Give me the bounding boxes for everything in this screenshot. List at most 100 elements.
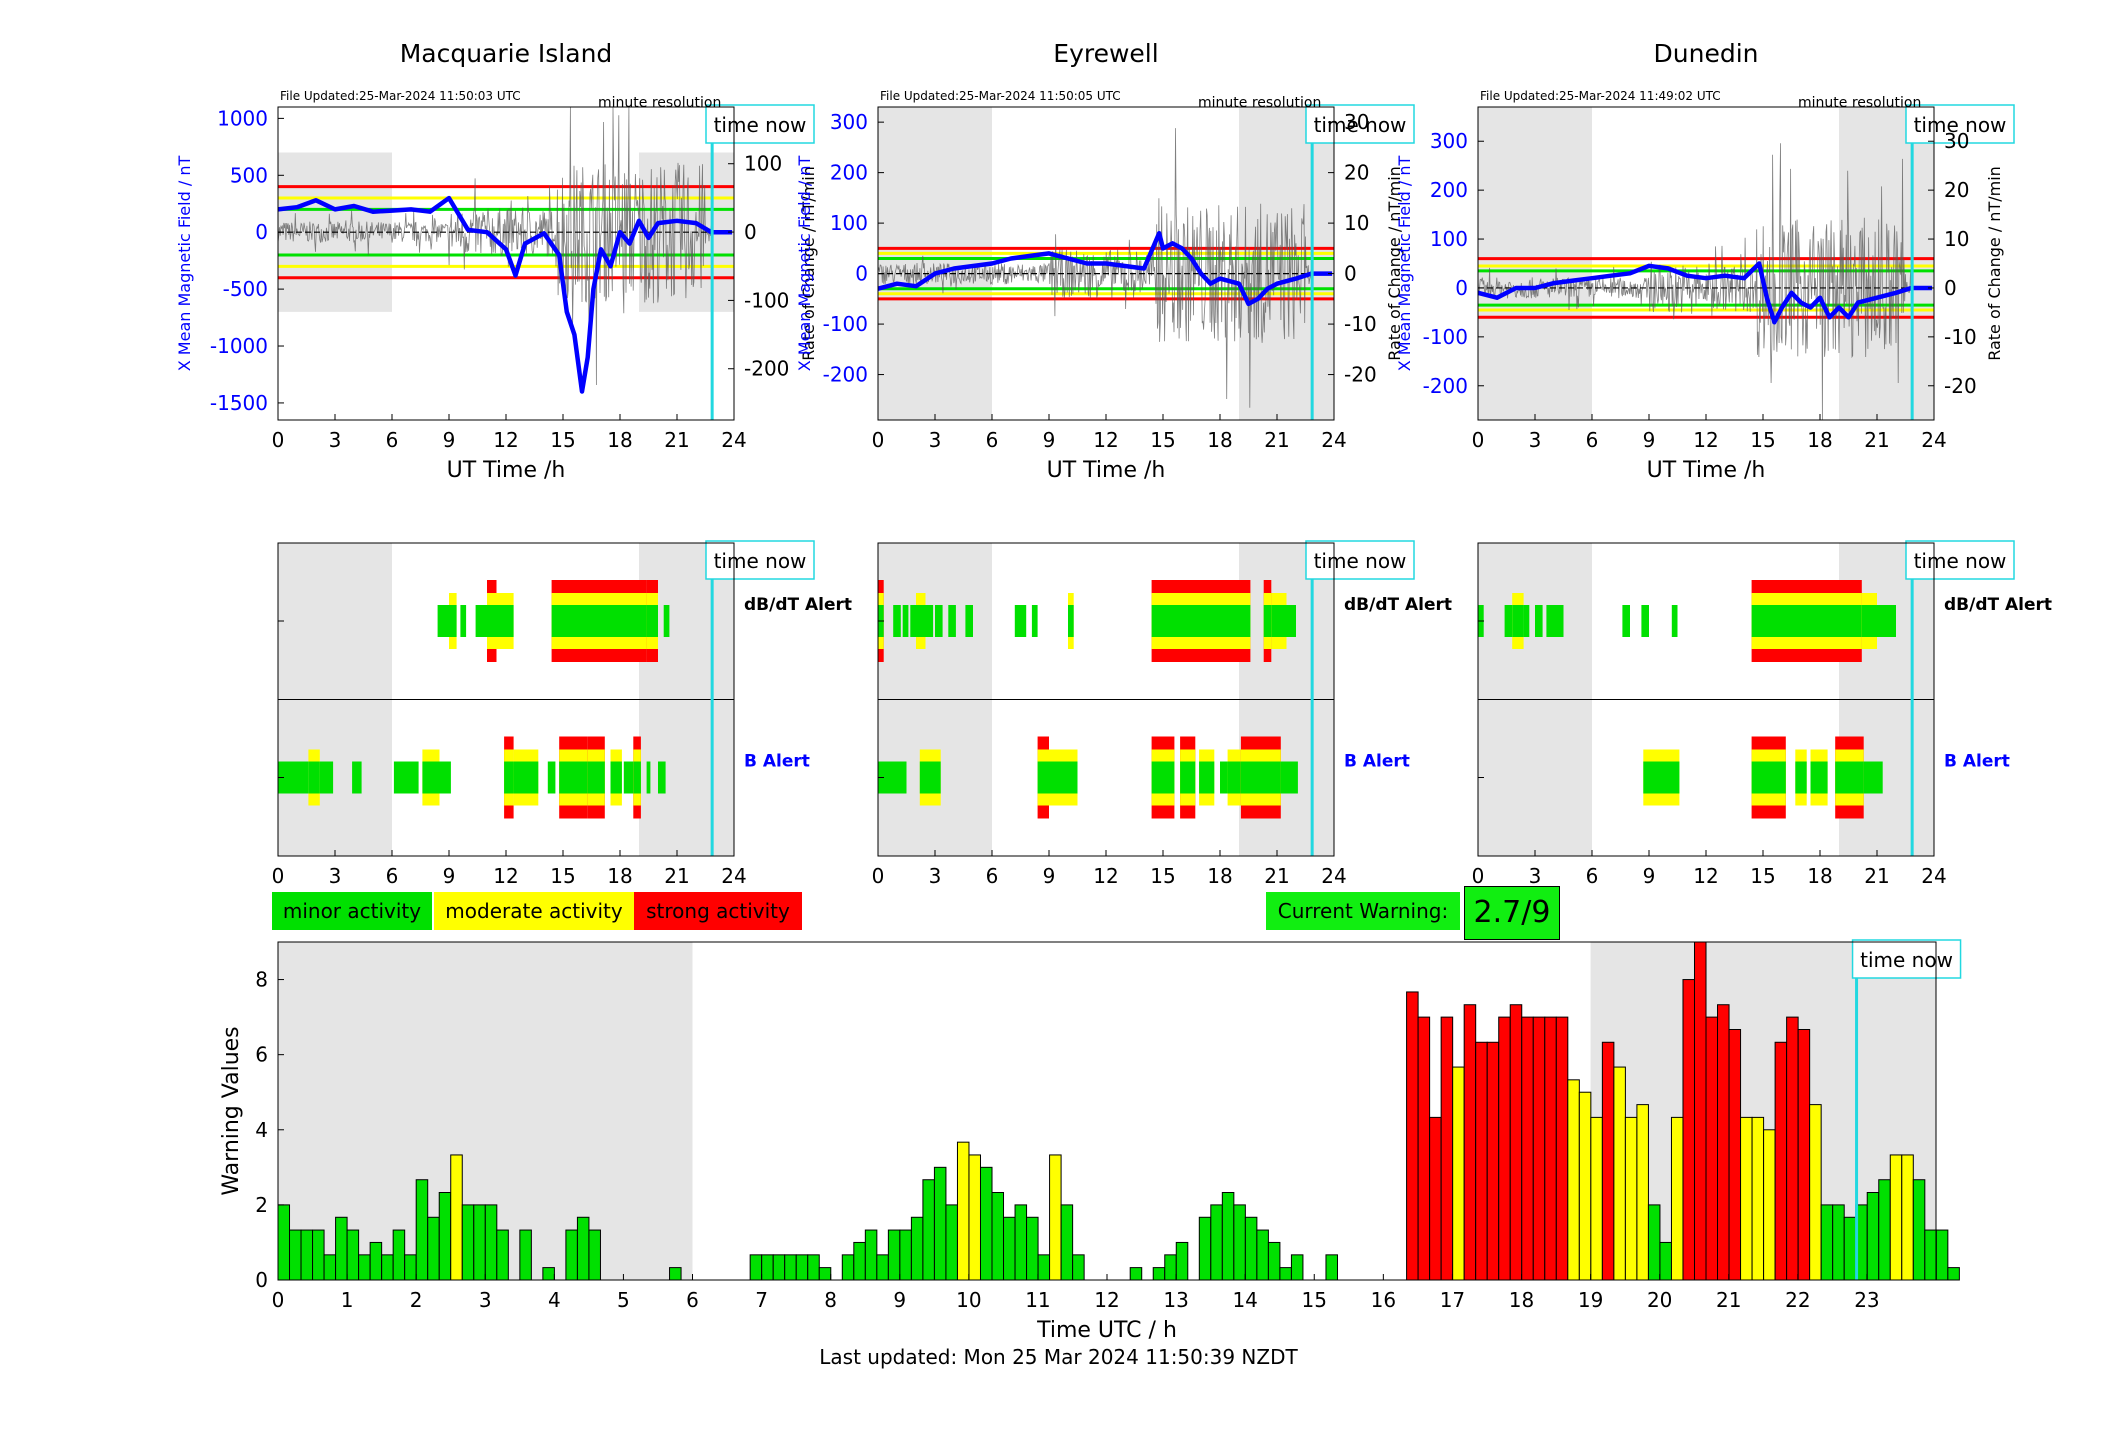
b-segment-minor xyxy=(559,761,588,794)
current-warning-number: 2.7/9 xyxy=(1473,895,1551,930)
b-segment-minor xyxy=(633,761,641,794)
warning-bar xyxy=(1003,1216,1016,1281)
b-segment-minor xyxy=(587,761,605,794)
time-now-box xyxy=(1905,540,2015,580)
x-tick-label: 18 xyxy=(1807,864,1832,888)
x-tick-label: 3 xyxy=(329,864,342,888)
warning-bar xyxy=(818,1267,832,1281)
x-tick-label: 6 xyxy=(986,428,999,452)
time-now-label: time now xyxy=(1914,549,2007,573)
mag-panel-dunedin: time now Dunedin File Updated:25-Mar-2024 … xyxy=(1395,39,2015,483)
dbdt-segment-minor xyxy=(1861,605,1877,637)
warning-bar xyxy=(1452,1066,1465,1281)
y-axis-label-right: Rate of Change / nT/min xyxy=(799,166,818,361)
x-tick-label: 21 xyxy=(1264,428,1289,452)
x-tick-label: 0 xyxy=(1472,864,1485,888)
b-segment-minor xyxy=(1220,761,1228,794)
dbdt-segment-minor xyxy=(1546,605,1564,637)
b-segment-minor xyxy=(1751,761,1786,794)
x-tick-label: 18 xyxy=(1807,428,1832,452)
y-tick-label-right: -100 xyxy=(744,288,789,312)
x-tick-label: 5 xyxy=(617,1288,630,1312)
resolution-text: minute resolution xyxy=(1798,95,1921,111)
warning-bar xyxy=(335,1216,348,1281)
warning-bar xyxy=(1049,1154,1062,1281)
warning-bar xyxy=(749,1254,763,1281)
x-tick-label: 15 xyxy=(1302,1288,1327,1312)
y-tick-label-right: 10 xyxy=(1344,211,1369,235)
warning-bar xyxy=(933,1166,947,1281)
b-segment-minor xyxy=(547,761,556,794)
b-segment-minor xyxy=(319,761,334,794)
x-tick-label: 0 xyxy=(272,428,285,452)
dbdt-alert-label: dB/dT Alert xyxy=(744,595,852,615)
warning-bar xyxy=(519,1229,532,1281)
y-tick-label-left: 1000 xyxy=(217,106,268,130)
x-tick-label: 21 xyxy=(664,864,689,888)
warning-bar xyxy=(542,1267,555,1281)
y-tick-label: 8 xyxy=(255,968,268,992)
warning-bar xyxy=(1901,1154,1914,1281)
x-tick-label: 12 xyxy=(1693,864,1718,888)
y-tick-label-left: 0 xyxy=(855,262,868,286)
warning-bar xyxy=(1878,1179,1891,1281)
dbdt-segment-minor xyxy=(1671,605,1678,637)
y-tick-label-right: 20 xyxy=(1944,178,1969,202)
x-tick-label: 0 xyxy=(272,1288,285,1312)
warning-bar xyxy=(427,1216,440,1281)
y-axis-label-left: X Mean Magnetic Field / nT xyxy=(795,156,814,372)
dbdt-alert-label: dB/dT Alert xyxy=(1344,595,1452,615)
x-tick-label: 6 xyxy=(986,864,999,888)
b-segment-minor xyxy=(1049,761,1078,794)
legend-minor-label: minor activity xyxy=(282,899,422,923)
x-tick-label: 13 xyxy=(1163,1288,1188,1312)
y-tick-label-right: 30 xyxy=(1944,129,1969,153)
b-segment-minor xyxy=(1199,761,1215,794)
b-segment-minor xyxy=(1280,761,1298,794)
y-tick-label-left: 500 xyxy=(230,163,268,187)
warning-bar xyxy=(346,1229,360,1281)
x-tick-label: 6 xyxy=(1586,428,1599,452)
y-tick-label-right: 100 xyxy=(744,152,782,176)
b-segment-minor xyxy=(422,761,440,794)
y-tick-label-left: 300 xyxy=(1430,129,1468,153)
y-tick-label-right: 30 xyxy=(1344,110,1369,134)
x-mean-field-line xyxy=(277,195,733,394)
x-tick-label: 3 xyxy=(1529,864,1542,888)
warning-bar xyxy=(300,1229,314,1281)
x-tick-label: 22 xyxy=(1785,1288,1810,1312)
y-tick-label-right: -20 xyxy=(1944,374,1977,398)
y-axis-label-left: X Mean Magnetic Field / nT xyxy=(1395,156,1414,372)
x-tick-label: 15 xyxy=(1750,864,1775,888)
time-now-box xyxy=(1305,540,1415,580)
warning-bar xyxy=(1889,1154,1903,1281)
y-tick-label-left: 100 xyxy=(830,211,868,235)
legend-moderate: moderate activity xyxy=(434,892,634,930)
b-segment-minor xyxy=(352,761,362,794)
file-updated-text: File Updated:25-Mar-2024 11:50:03 UTC xyxy=(280,89,521,103)
x-tick-label: 15 xyxy=(1150,864,1175,888)
x-mean-field-line xyxy=(877,230,1333,307)
warning-bar xyxy=(922,1179,935,1281)
time-now-box xyxy=(705,104,815,144)
warning-bar xyxy=(1210,1204,1223,1281)
x-tick-label: 21 xyxy=(1864,428,1889,452)
x-tick-label: 21 xyxy=(1264,864,1289,888)
x-tick-label: 9 xyxy=(443,864,456,888)
warning-bar xyxy=(1463,1004,1477,1281)
warning-bar xyxy=(864,1229,878,1281)
resolution-text: minute resolution xyxy=(598,95,721,111)
station-title: Macquarie Island xyxy=(400,39,613,68)
x-tick-label: 24 xyxy=(1921,428,1946,452)
time-now-label: time now xyxy=(1314,549,1407,573)
y-tick-label-left: 0 xyxy=(255,220,268,244)
warning-bar xyxy=(1532,1016,1546,1281)
warning-bar xyxy=(1233,1204,1246,1281)
x-tick-label: 18 xyxy=(1207,864,1232,888)
warning-bar xyxy=(1786,1016,1799,1281)
dbdt-segment-minor xyxy=(496,605,514,637)
dbdt-segment-minor xyxy=(1877,605,1896,637)
warning-bar xyxy=(1198,1216,1212,1281)
dbdt-segment-minor xyxy=(1031,605,1038,637)
